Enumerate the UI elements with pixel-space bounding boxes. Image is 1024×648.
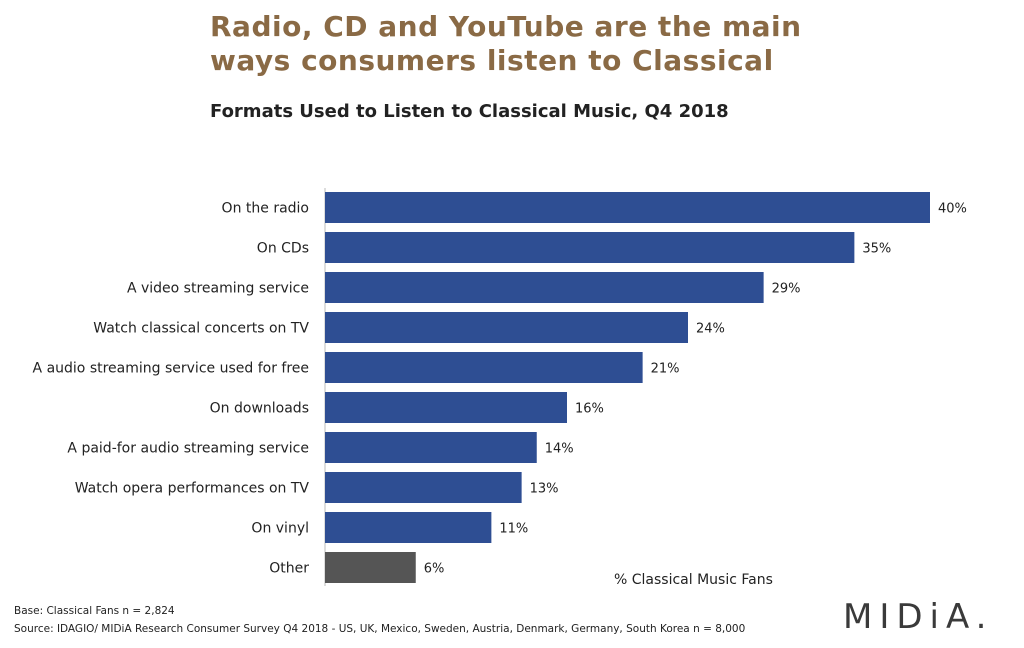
bar	[325, 192, 930, 223]
bar	[325, 432, 537, 463]
base-footnote: Base: Classical Fans n = 2,824	[14, 605, 175, 617]
category-label: On downloads	[210, 401, 309, 417]
data-label: 35%	[862, 242, 891, 257]
bar	[325, 552, 416, 583]
headline-line-1: Radio, CD and YouTube are the main	[210, 10, 802, 43]
data-label: 21%	[651, 362, 680, 377]
chart-subtitle: Formats Used to Listen to Classical Musi…	[210, 101, 729, 122]
data-label: 24%	[696, 322, 725, 337]
category-label: A video streaming service	[127, 281, 309, 297]
bar	[325, 312, 688, 343]
data-label: 14%	[545, 442, 574, 457]
data-label: 16%	[575, 402, 604, 417]
category-label: A audio streaming service used for free	[33, 361, 309, 377]
data-label: 6%	[424, 562, 445, 577]
source-footnote: Source: IDAGIO/ MIDiA Research Consumer …	[14, 623, 746, 635]
data-label: 13%	[530, 482, 559, 497]
data-label: 29%	[772, 282, 801, 297]
bar	[325, 232, 855, 263]
bar	[325, 272, 764, 303]
bar	[325, 512, 492, 543]
bar	[325, 352, 643, 383]
category-label: Watch classical concerts on TV	[93, 321, 309, 337]
category-label: On vinyl	[251, 521, 309, 537]
midia-logo: MIDiA.	[843, 597, 994, 637]
headline-line-2: ways consumers listen to Classical	[210, 44, 774, 77]
category-label: On the radio	[222, 201, 309, 217]
category-label: Watch opera performances on TV	[75, 481, 310, 497]
x-axis-label: % Classical Music Fans	[614, 572, 773, 588]
category-label: A paid-for audio streaming service	[67, 441, 309, 457]
data-label: 40%	[938, 202, 967, 217]
bar	[325, 392, 567, 423]
bar	[325, 472, 522, 503]
category-label: Other	[269, 561, 309, 577]
chart-headline: Radio, CD and YouTube are the main ways …	[210, 10, 802, 78]
data-label: 11%	[499, 522, 528, 537]
category-label: On CDs	[257, 241, 309, 257]
